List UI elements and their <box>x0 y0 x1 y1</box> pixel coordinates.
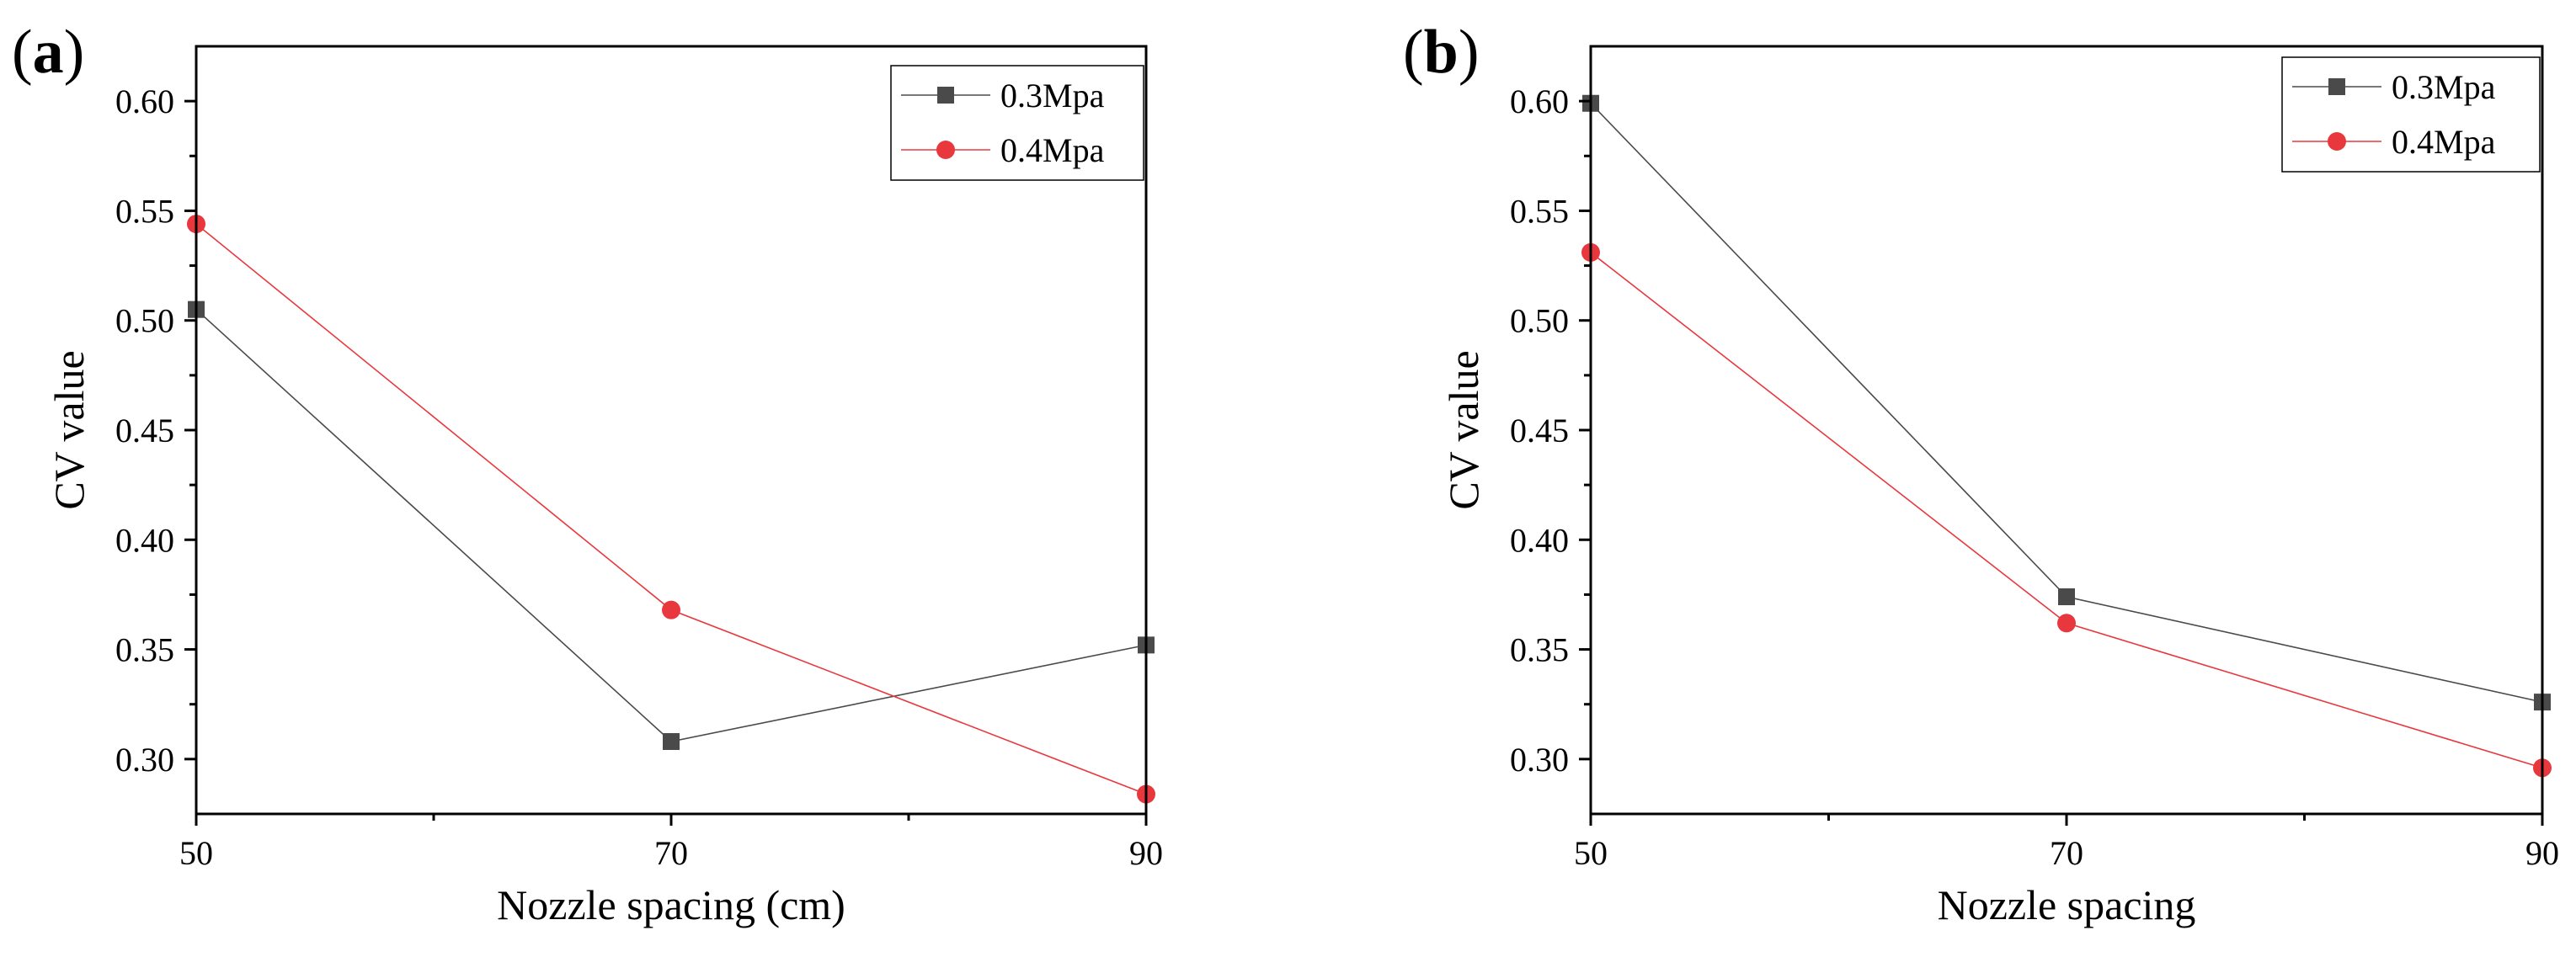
legend-label-a-0: 0.3Mpa <box>1000 77 1105 114</box>
y-tick-label-b-2: 0.40 <box>1510 521 1569 559</box>
y-tick-label-b-3: 0.45 <box>1510 412 1569 449</box>
y-axis-ticks-b: 0.30 0.35 0.40 0.45 0.50 0.55 0.60 <box>1510 82 1591 779</box>
y-tick-label-a-1: 0.35 <box>115 631 174 669</box>
plot-marks-b <box>1581 94 2552 778</box>
x-tick-label-b-0: 50 <box>1574 834 1608 872</box>
legend-label-a-1: 0.4Mpa <box>1000 131 1105 169</box>
panel-label-b: (b) <box>1403 18 1479 87</box>
y-tick-label-b-4: 0.50 <box>1510 302 1569 340</box>
x-tick-label-b-1: 70 <box>2050 834 2083 872</box>
legend-marker-a-0 <box>937 87 954 104</box>
data-point-a-0-1 <box>663 733 680 751</box>
y-axis-title-b: CV value <box>1440 350 1487 509</box>
legend-box-a <box>890 65 1144 181</box>
panel-label-a: (a) <box>12 18 84 87</box>
series-line-b-0 <box>1590 103 2543 703</box>
chart-panel-b: (b) 50 70 90 0.300.350.400.450.500.550.60 … <box>1403 18 2559 928</box>
series-line-b-1 <box>1590 252 2543 769</box>
y-axis-ticks-a: 0.30 0.35 0.40 0.45 0.50 0.55 0.60 <box>115 82 196 779</box>
y-tick-label-a-5: 0.55 <box>115 192 174 230</box>
series-line-a-0 <box>195 309 1147 742</box>
legend-label-b-1: 0.4Mpa <box>2392 123 2496 161</box>
legend-a: 0.3Mpa 0.4Mpa <box>890 65 1144 181</box>
y-tick-label-a-0: 0.30 <box>115 741 174 779</box>
x-axis-ticks-b: 50 70 90 <box>1574 814 2559 872</box>
data-point-b-1-1 <box>2057 614 2076 633</box>
plot-marks-a <box>187 215 1155 804</box>
legend-marker-b-0 <box>2328 78 2345 95</box>
data-point-b-0-1 <box>2058 588 2075 606</box>
x-axis-title-a: Nozzle spacing (cm) <box>497 881 845 928</box>
series-line-a-1 <box>195 223 1147 795</box>
legend-marker-a-1 <box>936 141 955 159</box>
data-point-a-1-1 <box>662 600 680 619</box>
chart-panel-a: (a) 50 70 90 0.300.350.400.450.500.550.60 … <box>12 18 1163 928</box>
x-axis-ticks-a: 50 70 90 <box>179 814 1163 872</box>
y-tick-label-b-1: 0.35 <box>1510 631 1569 669</box>
legend-b: 0.3Mpa 0.4Mpa <box>2281 56 2541 173</box>
y-tick-label-b-6: 0.60 <box>1510 82 1569 120</box>
x-tick-label-a-0: 50 <box>179 834 213 872</box>
y-tick-label-a-6: 0.60 <box>115 82 174 120</box>
y-tick-label-b-0: 0.30 <box>1510 741 1569 779</box>
legend-box-b <box>2281 56 2541 173</box>
legend-marker-b-1 <box>2328 132 2346 151</box>
y-tick-label-a-4: 0.50 <box>115 302 174 340</box>
x-axis-title-b: Nozzle spacing <box>1938 881 2196 928</box>
y-tick-label-a-3: 0.45 <box>115 412 174 449</box>
y-axis-title-a: CV value <box>45 350 93 509</box>
y-tick-label-b-5: 0.55 <box>1510 192 1569 230</box>
x-tick-label-a-2: 90 <box>1129 834 1163 872</box>
legend-label-b-0: 0.3Mpa <box>2392 68 2496 106</box>
y-tick-label-a-2: 0.40 <box>115 521 174 559</box>
x-tick-label-a-1: 70 <box>654 834 688 872</box>
x-tick-label-b-2: 90 <box>2525 834 2559 872</box>
